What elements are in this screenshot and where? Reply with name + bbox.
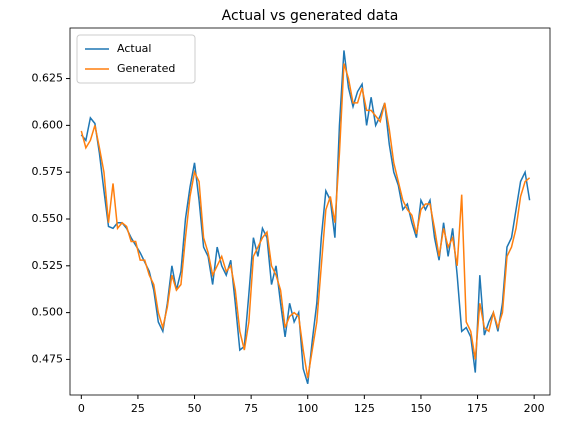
x-tick-label: 100 bbox=[297, 402, 318, 415]
legend-label: Actual bbox=[117, 42, 151, 55]
x-tick-label: 175 bbox=[467, 402, 488, 415]
x-tick-label: 150 bbox=[410, 402, 431, 415]
y-tick-label: 0.475 bbox=[32, 352, 64, 365]
x-tick-label: 75 bbox=[244, 402, 258, 415]
y-tick-label: 0.550 bbox=[32, 212, 64, 225]
y-tick-label: 0.500 bbox=[32, 306, 64, 319]
x-tick-label: 125 bbox=[354, 402, 375, 415]
chart-title: Actual vs generated data bbox=[222, 8, 399, 24]
legend-label: Generated bbox=[117, 62, 175, 75]
y-tick-label: 0.600 bbox=[32, 118, 64, 131]
legend-box bbox=[76, 34, 196, 84]
x-tick-label: 200 bbox=[524, 402, 545, 415]
y-tick-label: 0.625 bbox=[32, 72, 64, 85]
y-tick-label: 0.525 bbox=[32, 259, 64, 272]
line-series bbox=[80, 63, 531, 379]
x-tick-label: 25 bbox=[131, 402, 145, 415]
y-tick-label: 0.575 bbox=[32, 165, 64, 178]
x-tick-label: 50 bbox=[188, 402, 202, 415]
plot-frame bbox=[69, 27, 551, 396]
x-tick-label: 0 bbox=[78, 402, 85, 415]
